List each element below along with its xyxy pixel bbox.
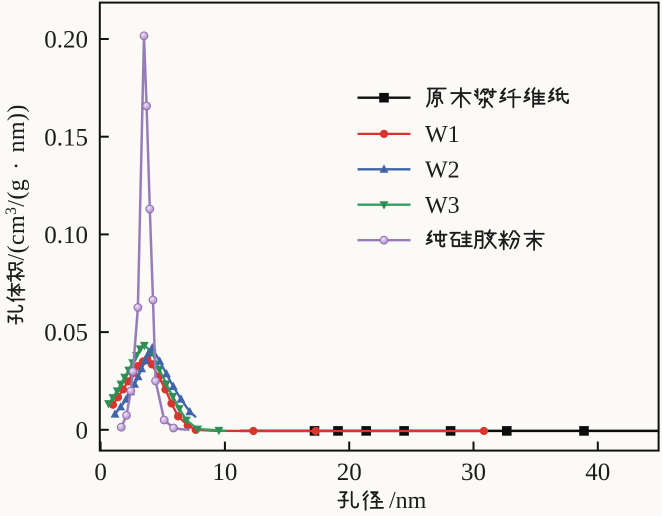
svg-text:W2: W2 <box>425 158 460 184</box>
svg-text:0: 0 <box>94 459 107 486</box>
svg-text:20: 20 <box>337 459 362 486</box>
svg-text:0.10: 0.10 <box>44 222 88 249</box>
svg-text:0.20: 0.20 <box>44 27 88 54</box>
svg-text:/nm: /nm <box>389 488 427 514</box>
svg-text:W3: W3 <box>425 193 460 219</box>
svg-text:0.15: 0.15 <box>44 124 88 151</box>
svg-text:/(cm3/(g·nm)): /(cm3/(g·nm)) <box>3 104 30 260</box>
svg-text:0: 0 <box>76 417 89 444</box>
svg-text:30: 30 <box>461 459 486 486</box>
svg-text:40: 40 <box>585 459 610 486</box>
svg-text:10: 10 <box>212 459 237 486</box>
svg-text:W1: W1 <box>425 122 460 148</box>
svg-text:0.05: 0.05 <box>44 320 88 347</box>
